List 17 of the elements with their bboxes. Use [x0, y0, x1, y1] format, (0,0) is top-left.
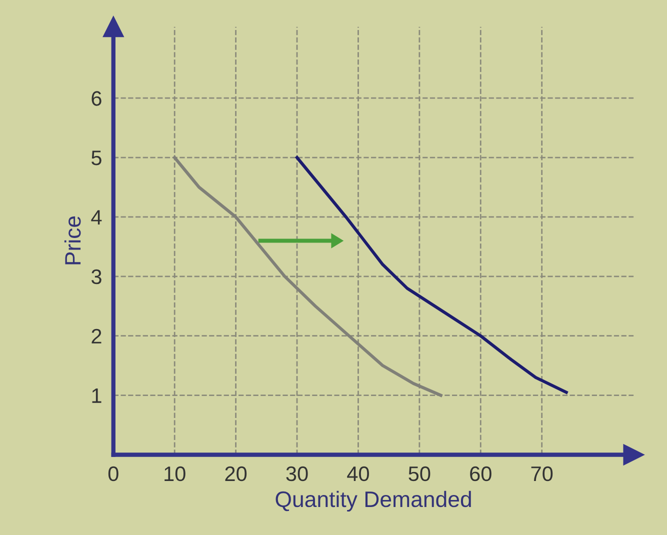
y-tick-label: 2 — [92, 328, 102, 344]
x-tick-label: 10 — [164, 466, 186, 482]
x-axis-title: Quantity Demanded — [276, 490, 471, 512]
y-axis-title: Price — [64, 216, 81, 264]
x-tick-label: 40 — [347, 466, 369, 482]
y-tick-label: 1 — [92, 388, 102, 403]
x-tick-label: 30 — [286, 466, 308, 482]
y-tick-label: 5 — [92, 150, 102, 166]
y-tick-label: 4 — [91, 210, 102, 225]
y-tick-label: 6 — [92, 91, 102, 106]
x-tick-label: 20 — [225, 466, 247, 482]
y-tick-label: 3 — [91, 269, 102, 284]
x-tick-label: 50 — [408, 466, 430, 482]
x-tick-label: 70 — [531, 466, 553, 482]
x-tick-label: 60 — [470, 466, 492, 482]
line-series — [295, 156, 568, 394]
x-tick-label: 0 — [108, 466, 118, 482]
